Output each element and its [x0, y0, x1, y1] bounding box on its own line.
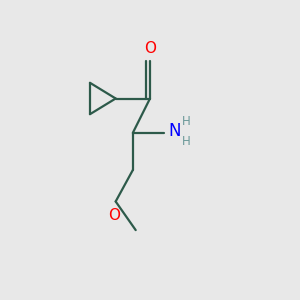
- Text: H: H: [182, 135, 191, 148]
- Text: O: O: [108, 208, 120, 223]
- Text: H: H: [182, 116, 191, 128]
- Text: N: N: [169, 122, 181, 140]
- Text: O: O: [144, 40, 156, 56]
